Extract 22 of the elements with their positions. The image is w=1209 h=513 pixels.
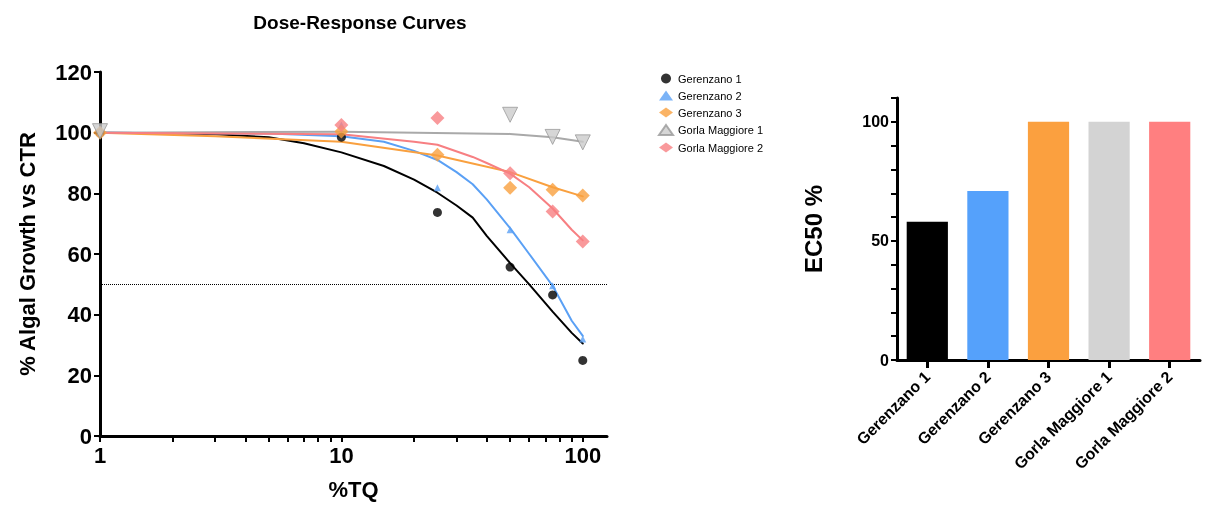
y-axis-title: EC50 % — [799, 184, 827, 274]
x-tick-label: 1 — [93, 442, 107, 468]
y-tick-label: 0 — [79, 423, 92, 449]
y-tick-label: 20 — [67, 362, 92, 388]
y-axis-title: % Algal Growth vs CTR — [14, 132, 40, 376]
legend-label: Gorla Maggiore 2 — [678, 141, 764, 154]
y-tick-label: 100 — [55, 120, 92, 146]
legend-label: Gorla Maggiore 1 — [678, 124, 764, 136]
y-tick-label: 80 — [67, 180, 92, 206]
x-axis-title: %TQ — [328, 476, 379, 502]
y-tick-label: 0 — [880, 351, 890, 369]
y-tick-label: 40 — [67, 302, 92, 328]
x-tick-label: 10 — [329, 442, 354, 468]
y-tick-label: 60 — [67, 241, 92, 267]
legend-label: Gerenzano 2 — [678, 89, 742, 102]
legend-label: Gerenzano 1 — [678, 72, 742, 85]
x-tick-label: 100 — [564, 442, 602, 468]
legend-label: Gerenzano 3 — [678, 106, 742, 119]
chart-title: Dose-Response Curves — [253, 12, 467, 33]
y-tick-label: 50 — [871, 232, 890, 250]
y-tick-label: 100 — [862, 113, 890, 131]
y-tick-label: 120 — [55, 59, 92, 85]
